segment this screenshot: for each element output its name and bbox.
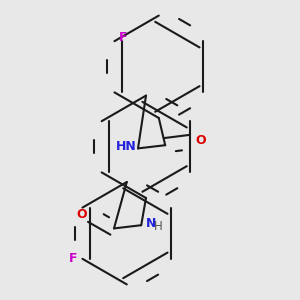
Text: O: O [196,134,206,147]
Text: HN: HN [116,140,136,153]
Text: F: F [119,32,128,44]
Text: H: H [154,220,163,233]
Text: N: N [146,217,156,230]
Text: O: O [76,208,87,220]
Text: F: F [69,252,78,265]
